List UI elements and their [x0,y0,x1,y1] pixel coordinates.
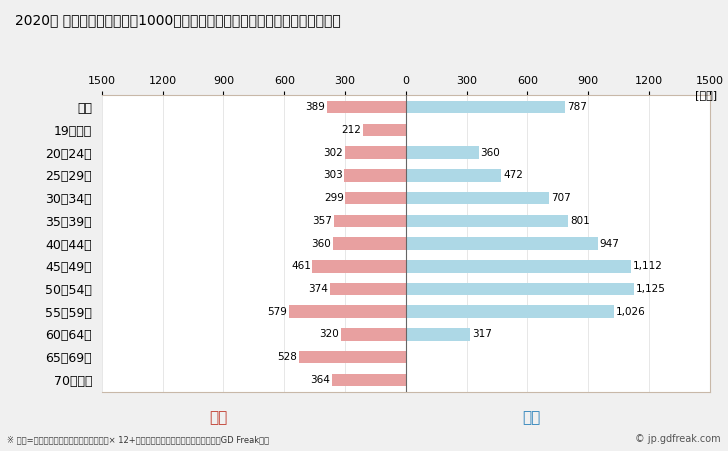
Text: 364: 364 [311,375,331,385]
Text: 360: 360 [312,239,331,249]
Bar [406,260,631,272]
Text: 707: 707 [551,193,571,203]
Bar [333,237,406,250]
Bar [312,260,406,272]
Text: 947: 947 [599,239,620,249]
Text: 579: 579 [267,307,287,317]
Bar [406,283,634,295]
Bar [406,237,598,250]
Bar [327,101,406,114]
Text: 女性: 女性 [209,410,228,425]
Text: 302: 302 [323,147,343,158]
Bar [345,192,406,204]
Text: [万円]: [万円] [695,90,717,100]
Bar [332,373,406,386]
Text: 303: 303 [323,170,343,180]
Text: 1,112: 1,112 [633,261,662,271]
Bar [406,328,470,341]
Text: 360: 360 [480,147,500,158]
Bar [344,147,406,159]
Bar [288,305,406,318]
Bar [344,169,406,182]
Text: 2020年 民間企業（従業者数1000人以上）フルタイム労働者の男女別平均年収: 2020年 民間企業（従業者数1000人以上）フルタイム労働者の男女別平均年収 [15,14,340,28]
Text: © jp.gdfreak.com: © jp.gdfreak.com [635,434,721,444]
Text: 1,125: 1,125 [636,284,665,294]
Bar [333,215,406,227]
Text: 357: 357 [312,216,332,226]
Bar [406,101,566,114]
Text: 男性: 男性 [522,410,541,425]
Text: 320: 320 [320,329,339,340]
Text: 212: 212 [341,125,361,135]
Bar [341,328,406,341]
Text: 317: 317 [472,329,491,340]
Text: 1,026: 1,026 [615,307,645,317]
Text: 299: 299 [324,193,344,203]
Bar [406,169,502,182]
Bar [406,147,479,159]
Text: 801: 801 [570,216,590,226]
Bar [330,283,406,295]
Bar [406,215,568,227]
Text: 787: 787 [567,102,587,112]
Bar [363,124,406,136]
Bar [406,305,614,318]
Text: ※ 年収=「きまって支給する現金給与額」× 12+「年間賞与その他特別給与額」としてGD Freak推計: ※ 年収=「きまって支給する現金給与額」× 12+「年間賞与その他特別給与額」と… [7,435,269,444]
Text: 472: 472 [503,170,523,180]
Bar [299,351,406,364]
Text: 528: 528 [277,352,297,362]
Bar [406,192,549,204]
Text: 389: 389 [306,102,325,112]
Text: 374: 374 [309,284,328,294]
Text: 461: 461 [291,261,311,271]
